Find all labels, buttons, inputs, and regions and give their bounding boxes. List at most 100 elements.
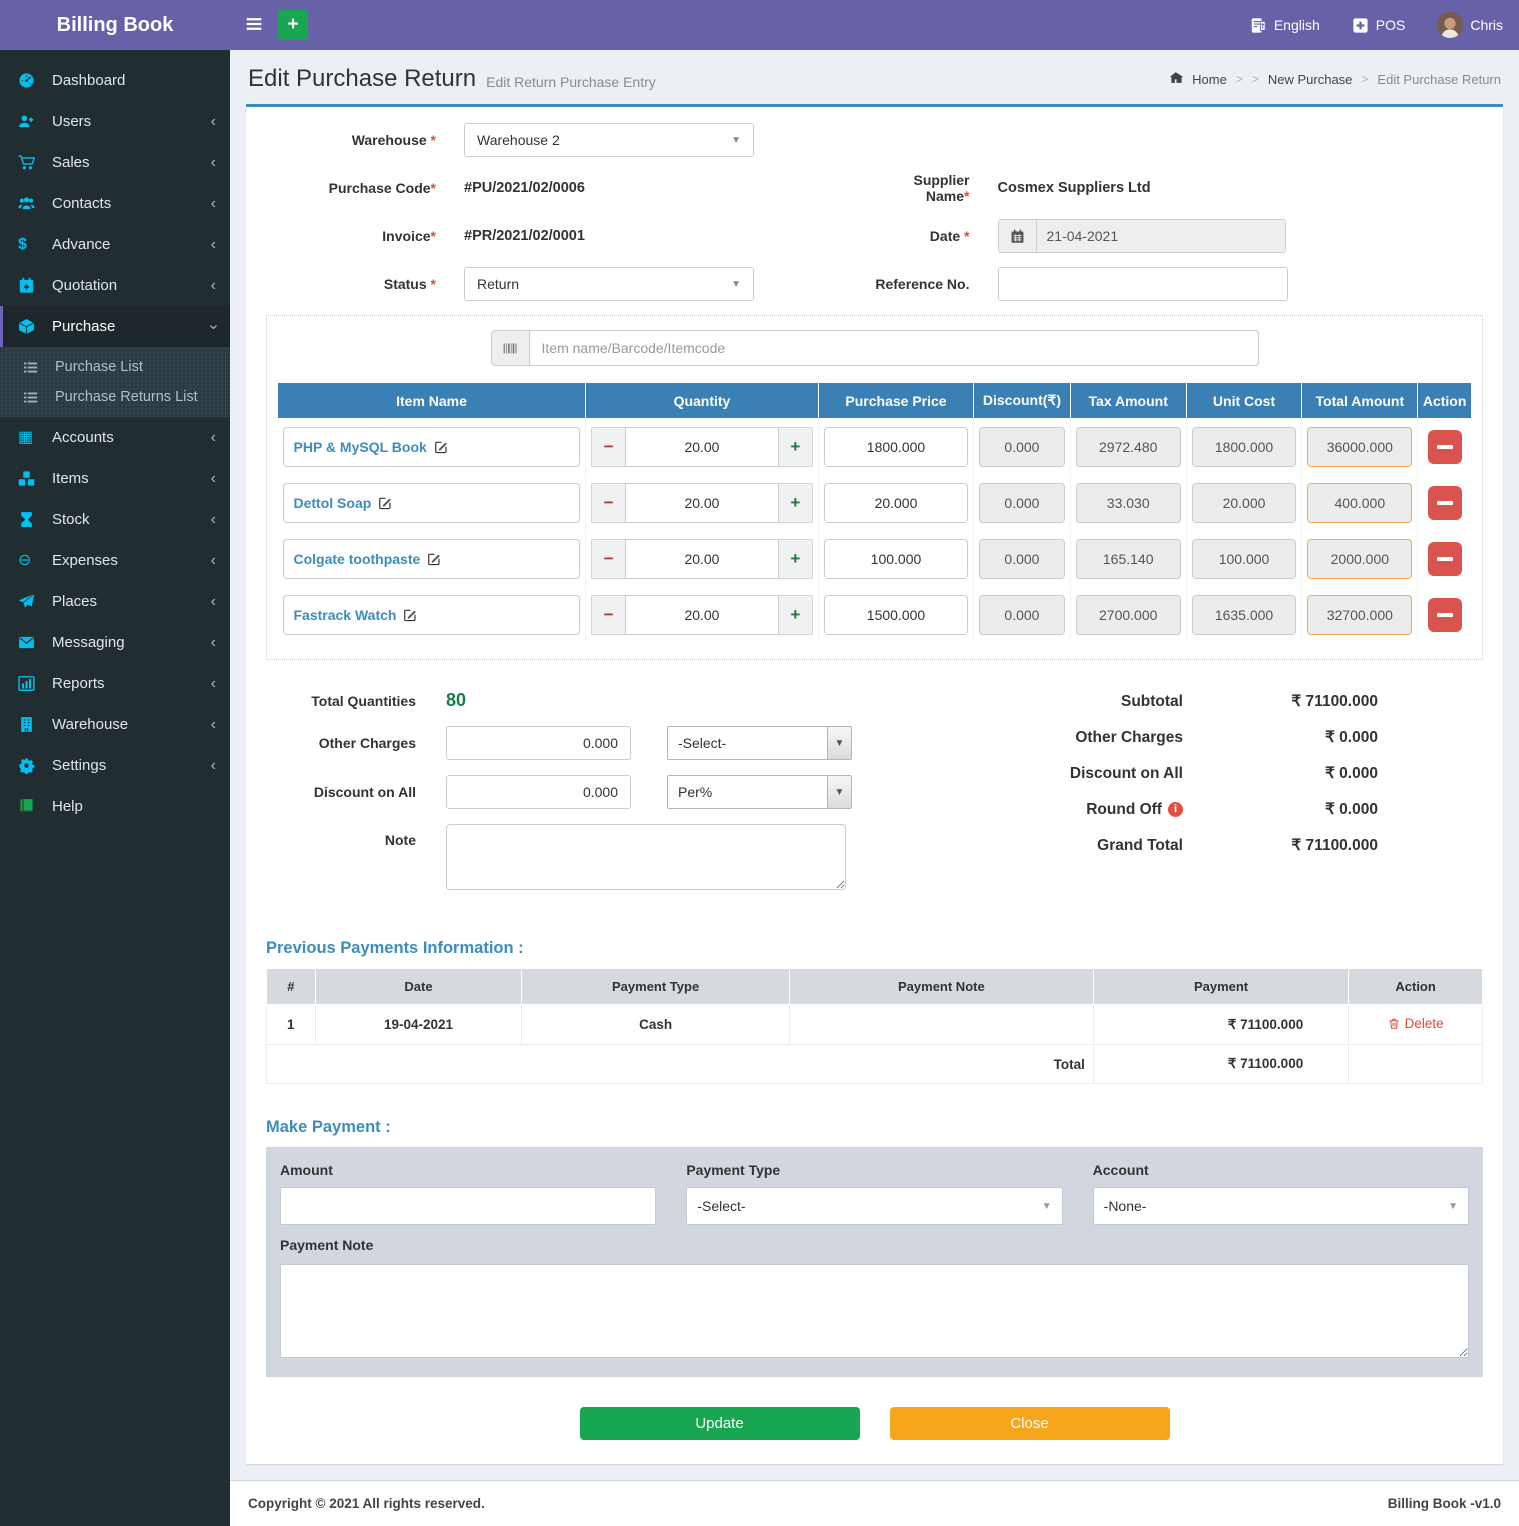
sidebar-item-stock[interactable]: Stock ‹ xyxy=(0,499,230,540)
tax-amount-input xyxy=(1076,595,1181,635)
sidebar-item-advance[interactable]: $ Advance ‹ xyxy=(0,224,230,265)
status-select[interactable]: Return ▼ xyxy=(464,267,754,301)
item-name-link[interactable]: Fastrack Watch xyxy=(294,607,397,623)
edit-purchase-return-panel: Warehouse * Warehouse 2 ▼ Purchase Code*… xyxy=(246,104,1503,1464)
version-text: Billing Book -v1.0 xyxy=(1388,1496,1501,1511)
building-icon xyxy=(18,716,45,733)
breadcrumb-home[interactable]: Home xyxy=(1192,72,1227,87)
purchase-price-input[interactable] xyxy=(824,483,968,523)
info-icon[interactable]: i xyxy=(1168,802,1183,817)
sidebar-item-reports[interactable]: Reports ‹ xyxy=(0,663,230,704)
date-field-group xyxy=(998,219,1286,253)
minus-circle-icon: ⊖ xyxy=(18,552,45,569)
sidebar-item-purchase-list[interactable]: Purchase List xyxy=(0,352,230,382)
sidebar-item-help[interactable]: Help xyxy=(0,786,230,827)
item-search-input[interactable] xyxy=(529,330,1259,366)
barcode-icon xyxy=(491,330,529,366)
sidebar-item-label: Items xyxy=(52,470,89,487)
sidebar-item-sales[interactable]: Sales ‹ xyxy=(0,142,230,183)
sidebar-item-messaging[interactable]: Messaging ‹ xyxy=(0,622,230,663)
payment-total-row: Total ₹ 71100.000 xyxy=(267,1045,1483,1084)
sidebar-item-purchase[interactable]: Purchase ‹ xyxy=(0,306,230,347)
sidebar-item-expenses[interactable]: ⊖ Expenses ‹ xyxy=(0,540,230,581)
purchase-code-value: #PU/2021/02/0006 xyxy=(464,180,585,196)
sidebar-item-places[interactable]: Places ‹ xyxy=(0,581,230,622)
item-name-link[interactable]: Dettol Soap xyxy=(294,495,372,511)
item-name-link[interactable]: PHP & MySQL Book xyxy=(294,439,427,455)
quantity-decrease-button[interactable]: − xyxy=(591,595,625,635)
quantity-input[interactable] xyxy=(625,539,779,579)
sidebar-item-quotation[interactable]: Quotation ‹ xyxy=(0,265,230,306)
caret-down-icon: ▼ xyxy=(731,135,741,146)
other-charges-input[interactable] xyxy=(446,726,631,760)
sidebar-item-settings[interactable]: Settings ‹ xyxy=(0,745,230,786)
quantity-increase-button[interactable]: + xyxy=(779,427,813,467)
date-input[interactable] xyxy=(1036,219,1286,253)
note-textarea[interactable] xyxy=(446,824,846,890)
sidebar-item-users[interactable]: Users ‹ xyxy=(0,101,230,142)
purchase-price-input[interactable] xyxy=(824,539,968,579)
amount-input[interactable] xyxy=(280,1187,656,1225)
reference-no-input[interactable] xyxy=(998,267,1288,301)
discount-type-select[interactable]: Per% ▼ xyxy=(667,775,852,809)
remove-item-button[interactable] xyxy=(1428,430,1462,464)
other-charges-select[interactable]: -Select- ▼ xyxy=(667,726,852,760)
quantity-decrease-button[interactable]: − xyxy=(591,427,625,467)
sidebar-item-accounts[interactable]: ▦ Accounts ‹ xyxy=(0,417,230,458)
close-button[interactable]: Close xyxy=(890,1407,1170,1440)
sidebar-toggle-button[interactable] xyxy=(244,14,264,37)
sidebar-item-dashboard[interactable]: Dashboard xyxy=(0,60,230,101)
pos-button[interactable]: POS xyxy=(1352,17,1406,34)
item-name-link[interactable]: Colgate toothpaste xyxy=(294,551,421,567)
sidebar-item-contacts[interactable]: Contacts ‹ xyxy=(0,183,230,224)
app-brand[interactable]: Billing Book xyxy=(0,0,230,50)
minus-icon xyxy=(1437,501,1453,505)
edit-icon[interactable] xyxy=(427,552,441,566)
sidebar-item-label: Messaging xyxy=(52,634,125,651)
quantity-increase-button[interactable]: + xyxy=(779,483,813,523)
minus-icon xyxy=(1437,613,1453,617)
account-select[interactable]: -None- ▼ xyxy=(1093,1187,1469,1225)
payment-type-select[interactable]: -Select- ▼ xyxy=(686,1187,1062,1225)
quick-add-button[interactable]: + xyxy=(278,10,308,40)
purchase-price-input[interactable] xyxy=(824,595,968,635)
sidebar-item-purchase-returns-list[interactable]: Purchase Returns List xyxy=(0,382,230,412)
delete-payment-link[interactable]: Delete xyxy=(1388,1016,1444,1031)
col-header-purchase-price: Purchase Price xyxy=(818,383,973,419)
sidebar-item-items[interactable]: Items ‹ xyxy=(0,458,230,499)
quantity-increase-button[interactable]: + xyxy=(779,539,813,579)
bar-chart-icon xyxy=(18,675,45,692)
quantity-input[interactable] xyxy=(625,595,779,635)
quantity-increase-button[interactable]: + xyxy=(779,595,813,635)
language-menu[interactable]: English xyxy=(1250,17,1320,34)
discount-on-all-input[interactable] xyxy=(446,775,631,809)
list-icon xyxy=(23,360,49,375)
quantity-decrease-button[interactable]: − xyxy=(591,539,625,579)
payment-type-label: Payment Type xyxy=(686,1162,1062,1178)
edit-icon[interactable] xyxy=(403,608,417,622)
round-off-label: Round Offi xyxy=(1086,801,1183,819)
sidebar-item-label: Purchase xyxy=(52,318,115,335)
remove-item-button[interactable] xyxy=(1428,486,1462,520)
other-charges-summary-value: ₹ 0.000 xyxy=(1183,728,1378,747)
remove-item-button[interactable] xyxy=(1428,542,1462,576)
payment-note-label: Payment Note xyxy=(280,1237,1469,1253)
user-menu[interactable]: Chris xyxy=(1437,12,1503,38)
quantity-decrease-button[interactable]: − xyxy=(591,483,625,523)
quantity-input[interactable] xyxy=(625,427,779,467)
sidebar-subitem-label: Purchase List xyxy=(55,359,143,375)
sidebar-item-warehouse[interactable]: Warehouse ‹ xyxy=(0,704,230,745)
items-table: Item Name Quantity Purchase Price Discou… xyxy=(277,382,1472,643)
payment-note-textarea[interactable] xyxy=(280,1264,1469,1358)
breadcrumb-new-purchase[interactable]: New Purchase xyxy=(1268,72,1353,87)
warehouse-select[interactable]: Warehouse 2 ▼ xyxy=(464,123,754,157)
edit-icon[interactable] xyxy=(434,440,448,454)
purchase-price-input[interactable] xyxy=(824,427,968,467)
remove-item-button[interactable] xyxy=(1428,598,1462,632)
gear-icon xyxy=(18,757,45,774)
payment-total-label: Total xyxy=(267,1045,1094,1084)
quantity-input[interactable] xyxy=(625,483,779,523)
pay-col-number: # xyxy=(267,969,316,1005)
update-button[interactable]: Update xyxy=(580,1407,860,1440)
edit-icon[interactable] xyxy=(378,496,392,510)
